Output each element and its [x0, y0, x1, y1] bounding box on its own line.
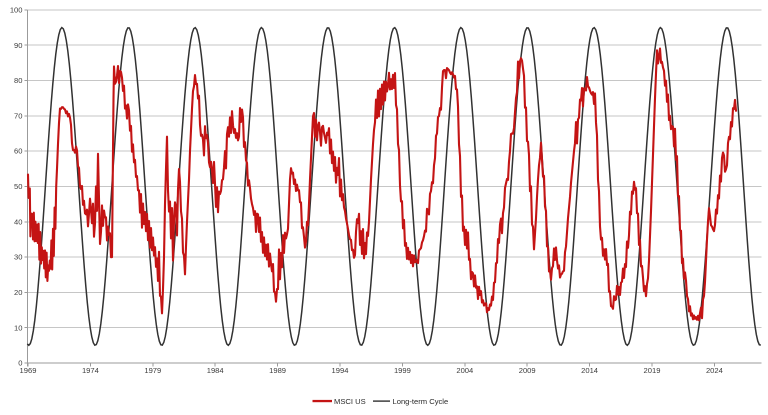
svg-text:2004: 2004 — [456, 366, 473, 375]
svg-text:1999: 1999 — [394, 366, 411, 375]
svg-text:1989: 1989 — [269, 366, 286, 375]
svg-text:20: 20 — [14, 288, 22, 297]
svg-text:90: 90 — [14, 41, 22, 50]
svg-text:1979: 1979 — [144, 366, 161, 375]
svg-text:1984: 1984 — [207, 366, 224, 375]
svg-text:2024: 2024 — [706, 366, 723, 375]
svg-text:60: 60 — [14, 147, 22, 156]
svg-text:100: 100 — [10, 6, 23, 15]
svg-text:2019: 2019 — [644, 366, 661, 375]
svg-text:70: 70 — [14, 111, 22, 120]
svg-text:50: 50 — [14, 182, 22, 191]
svg-text:MSCI US: MSCI US — [334, 397, 366, 406]
svg-text:0: 0 — [18, 359, 22, 368]
svg-text:80: 80 — [14, 76, 22, 85]
svg-text:40: 40 — [14, 217, 22, 226]
svg-text:30: 30 — [14, 253, 22, 262]
svg-text:2009: 2009 — [519, 366, 536, 375]
svg-text:2014: 2014 — [581, 366, 598, 375]
svg-text:1974: 1974 — [82, 366, 99, 375]
svg-text:Long-term Cycle: Long-term Cycle — [393, 397, 449, 406]
svg-text:10: 10 — [14, 323, 22, 332]
svg-text:1994: 1994 — [332, 366, 349, 375]
svg-text:1969: 1969 — [20, 366, 37, 375]
